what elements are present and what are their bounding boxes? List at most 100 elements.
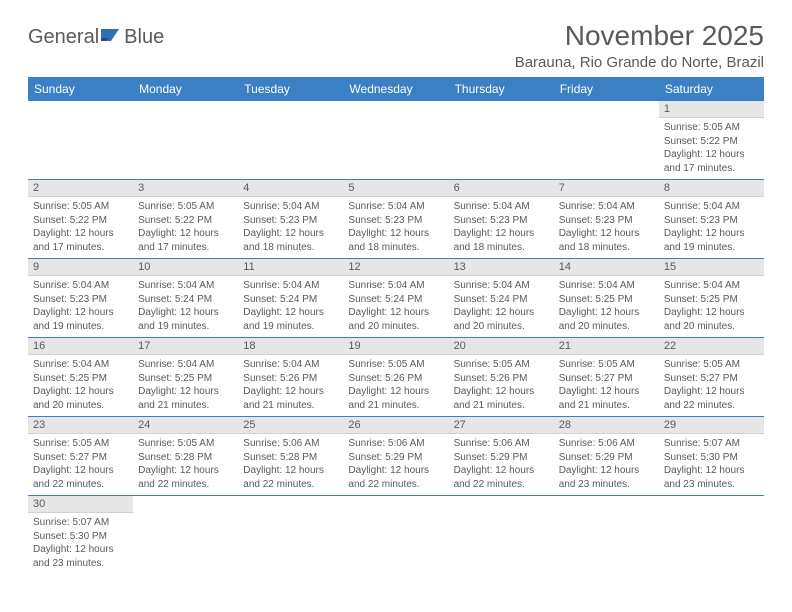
day-number: 10 <box>133 259 238 276</box>
flag-icon <box>101 26 123 49</box>
day-body: Sunrise: 5:04 AMSunset: 5:25 PMDaylight:… <box>554 276 659 337</box>
day-body: Sunrise: 5:04 AMSunset: 5:24 PMDaylight:… <box>343 276 448 337</box>
col-tuesday: Tuesday <box>238 77 343 101</box>
title-block: November 2025 Barauna, Rio Grande do Nor… <box>515 20 764 71</box>
day-body: Sunrise: 5:06 AMSunset: 5:29 PMDaylight:… <box>554 434 659 495</box>
day-number: 12 <box>343 259 448 276</box>
day-body: Sunrise: 5:04 AMSunset: 5:24 PMDaylight:… <box>133 276 238 337</box>
calendar-row: 23Sunrise: 5:05 AMSunset: 5:27 PMDayligh… <box>28 417 764 496</box>
day-body: Sunrise: 5:05 AMSunset: 5:27 PMDaylight:… <box>28 434 133 495</box>
logo: General Blue <box>28 20 164 49</box>
calendar-cell: 30Sunrise: 5:07 AMSunset: 5:30 PMDayligh… <box>28 496 133 575</box>
calendar-cell: 18Sunrise: 5:04 AMSunset: 5:26 PMDayligh… <box>238 338 343 417</box>
day-body: Sunrise: 5:07 AMSunset: 5:30 PMDaylight:… <box>28 513 133 574</box>
calendar-cell: 11Sunrise: 5:04 AMSunset: 5:24 PMDayligh… <box>238 259 343 338</box>
col-wednesday: Wednesday <box>343 77 448 101</box>
day-body: Sunrise: 5:04 AMSunset: 5:25 PMDaylight:… <box>133 355 238 416</box>
calendar-body: 1 Sunrise: 5:05 AMSunset: 5:22 PMDaylight… <box>28 101 764 574</box>
day-number: 1 <box>659 101 764 118</box>
calendar-cell: 6Sunrise: 5:04 AMSunset: 5:23 PMDaylight… <box>449 180 554 259</box>
calendar-cell: 14Sunrise: 5:04 AMSunset: 5:25 PMDayligh… <box>554 259 659 338</box>
day-body: Sunrise: 5:05 AMSunset: 5:22 PMDaylight:… <box>28 197 133 258</box>
calendar-row: 30Sunrise: 5:07 AMSunset: 5:30 PMDayligh… <box>28 496 764 575</box>
day-number: 16 <box>28 338 133 355</box>
day-body: Sunrise: 5:04 AMSunset: 5:25 PMDaylight:… <box>659 276 764 337</box>
day-number: 13 <box>449 259 554 276</box>
day-body: Sunrise: 5:04 AMSunset: 5:25 PMDaylight:… <box>28 355 133 416</box>
day-number: 4 <box>238 180 343 197</box>
calendar-cell: 28Sunrise: 5:06 AMSunset: 5:29 PMDayligh… <box>554 417 659 496</box>
calendar-cell: 29Sunrise: 5:07 AMSunset: 5:30 PMDayligh… <box>659 417 764 496</box>
calendar-cell: 17Sunrise: 5:04 AMSunset: 5:25 PMDayligh… <box>133 338 238 417</box>
day-body: Sunrise: 5:04 AMSunset: 5:23 PMDaylight:… <box>343 197 448 258</box>
day-number: 2 <box>28 180 133 197</box>
calendar-cell: 3Sunrise: 5:05 AMSunset: 5:22 PMDaylight… <box>133 180 238 259</box>
day-number: 7 <box>554 180 659 197</box>
calendar-cell: 1Sunrise: 5:05 AMSunset: 5:22 PMDaylight… <box>659 101 764 180</box>
day-body: Sunrise: 5:05 AMSunset: 5:27 PMDaylight:… <box>659 355 764 416</box>
day-body: Sunrise: 5:06 AMSunset: 5:28 PMDaylight:… <box>238 434 343 495</box>
day-number: 25 <box>238 417 343 434</box>
day-number: 24 <box>133 417 238 434</box>
day-body: Sunrise: 5:05 AMSunset: 5:26 PMDaylight:… <box>449 355 554 416</box>
calendar-cell: 8Sunrise: 5:04 AMSunset: 5:23 PMDaylight… <box>659 180 764 259</box>
calendar-cell: 23Sunrise: 5:05 AMSunset: 5:27 PMDayligh… <box>28 417 133 496</box>
calendar-cell <box>659 496 764 575</box>
calendar-row: 2Sunrise: 5:05 AMSunset: 5:22 PMDaylight… <box>28 180 764 259</box>
calendar-cell <box>28 101 133 180</box>
day-body: Sunrise: 5:05 AMSunset: 5:28 PMDaylight:… <box>133 434 238 495</box>
day-body: Sunrise: 5:04 AMSunset: 5:23 PMDaylight:… <box>449 197 554 258</box>
day-body: Sunrise: 5:04 AMSunset: 5:23 PMDaylight:… <box>28 276 133 337</box>
day-number: 27 <box>449 417 554 434</box>
calendar-cell <box>343 101 448 180</box>
calendar-cell: 22Sunrise: 5:05 AMSunset: 5:27 PMDayligh… <box>659 338 764 417</box>
day-body: Sunrise: 5:06 AMSunset: 5:29 PMDaylight:… <box>449 434 554 495</box>
calendar-cell: 4Sunrise: 5:04 AMSunset: 5:23 PMDaylight… <box>238 180 343 259</box>
day-body: Sunrise: 5:05 AMSunset: 5:27 PMDaylight:… <box>554 355 659 416</box>
day-body: Sunrise: 5:04 AMSunset: 5:26 PMDaylight:… <box>238 355 343 416</box>
calendar-cell <box>449 101 554 180</box>
day-number: 28 <box>554 417 659 434</box>
calendar-cell <box>554 101 659 180</box>
calendar-cell: 26Sunrise: 5:06 AMSunset: 5:29 PMDayligh… <box>343 417 448 496</box>
header-row: Sunday Monday Tuesday Wednesday Thursday… <box>28 77 764 101</box>
calendar-cell: 10Sunrise: 5:04 AMSunset: 5:24 PMDayligh… <box>133 259 238 338</box>
logo-text-right: Blue <box>124 26 164 49</box>
col-sunday: Sunday <box>28 77 133 101</box>
col-friday: Friday <box>554 77 659 101</box>
day-number: 8 <box>659 180 764 197</box>
calendar-cell <box>343 496 448 575</box>
calendar-cell <box>238 496 343 575</box>
col-monday: Monday <box>133 77 238 101</box>
day-number: 29 <box>659 417 764 434</box>
calendar-cell <box>554 496 659 575</box>
calendar-cell <box>133 496 238 575</box>
day-number: 5 <box>343 180 448 197</box>
calendar-cell <box>238 101 343 180</box>
header: General Blue November 2025 Barauna, Rio … <box>28 20 764 71</box>
calendar-cell <box>449 496 554 575</box>
location: Barauna, Rio Grande do Norte, Brazil <box>515 54 764 71</box>
calendar-cell: 7Sunrise: 5:04 AMSunset: 5:23 PMDaylight… <box>554 180 659 259</box>
calendar-cell: 19Sunrise: 5:05 AMSunset: 5:26 PMDayligh… <box>343 338 448 417</box>
calendar-cell: 13Sunrise: 5:04 AMSunset: 5:24 PMDayligh… <box>449 259 554 338</box>
calendar-cell <box>133 101 238 180</box>
calendar-cell: 2Sunrise: 5:05 AMSunset: 5:22 PMDaylight… <box>28 180 133 259</box>
day-number: 17 <box>133 338 238 355</box>
calendar-cell: 5Sunrise: 5:04 AMSunset: 5:23 PMDaylight… <box>343 180 448 259</box>
day-number: 26 <box>343 417 448 434</box>
day-number: 14 <box>554 259 659 276</box>
logo-text-left: General <box>28 26 99 49</box>
day-number: 30 <box>28 496 133 513</box>
calendar-row: 9Sunrise: 5:04 AMSunset: 5:23 PMDaylight… <box>28 259 764 338</box>
day-number: 11 <box>238 259 343 276</box>
page-title: November 2025 <box>515 20 764 52</box>
calendar-row: 1Sunrise: 5:05 AMSunset: 5:22 PMDaylight… <box>28 101 764 180</box>
day-number: 3 <box>133 180 238 197</box>
day-number: 22 <box>659 338 764 355</box>
calendar-cell: 25Sunrise: 5:06 AMSunset: 5:28 PMDayligh… <box>238 417 343 496</box>
calendar-cell: 16Sunrise: 5:04 AMSunset: 5:25 PMDayligh… <box>28 338 133 417</box>
day-body: Sunrise: 5:05 AMSunset: 5:22 PMDaylight:… <box>133 197 238 258</box>
day-number: 6 <box>449 180 554 197</box>
calendar-cell: 24Sunrise: 5:05 AMSunset: 5:28 PMDayligh… <box>133 417 238 496</box>
